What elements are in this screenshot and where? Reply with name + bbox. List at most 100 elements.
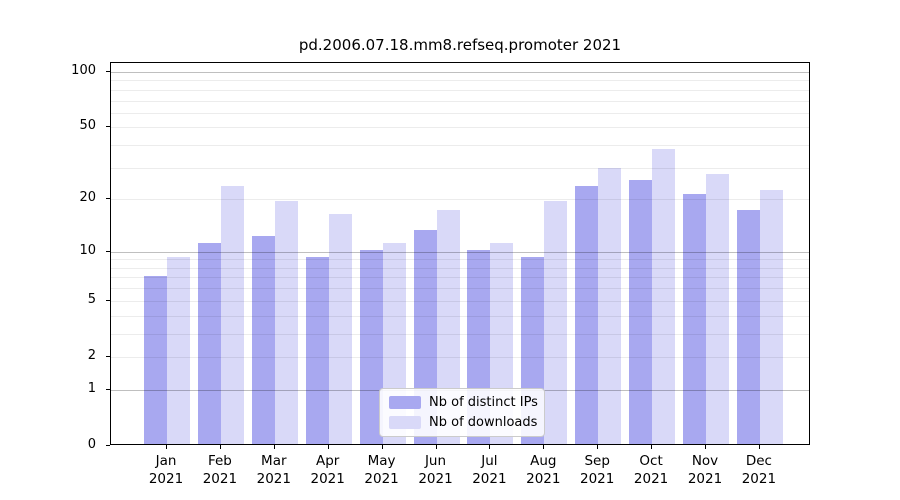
x-tick-month: Jan bbox=[155, 453, 177, 469]
legend-label: Nb of downloads bbox=[429, 414, 538, 430]
x-tick-month: Nov bbox=[691, 453, 719, 469]
gridline-minor bbox=[111, 300, 809, 302]
y-tick-mark bbox=[106, 355, 110, 357]
x-tick-label: Jan 2021 bbox=[136, 452, 196, 488]
x-tick-label: Mar 2021 bbox=[244, 452, 304, 488]
y-tick-mark bbox=[106, 445, 110, 446]
x-tick-label: Dec 2021 bbox=[729, 452, 789, 488]
bar-downloads-sep bbox=[598, 168, 622, 444]
y-tick-label: 5 bbox=[87, 291, 96, 307]
x-tick-label: Feb 2021 bbox=[190, 452, 250, 488]
x-tick-label: Jul 2021 bbox=[459, 452, 519, 488]
bar-ips-feb bbox=[197, 242, 221, 444]
y-tick-mark bbox=[106, 198, 110, 200]
x-tick-label: Apr 2021 bbox=[298, 452, 358, 488]
gridline-major bbox=[111, 251, 809, 253]
x-tick-month: Aug bbox=[530, 453, 557, 469]
bar-downloads-apr bbox=[328, 214, 352, 444]
bar-ips-dec bbox=[736, 209, 760, 444]
x-tick-mark bbox=[651, 445, 653, 449]
bar-downloads-aug bbox=[544, 201, 568, 444]
x-tick-mark bbox=[435, 445, 437, 449]
gridline-minor bbox=[111, 267, 809, 269]
x-tick-label: Oct 2021 bbox=[621, 452, 681, 488]
x-tick-label: Aug 2021 bbox=[513, 452, 573, 488]
x-tick-month: Jul bbox=[481, 453, 498, 469]
legend-swatch bbox=[389, 416, 421, 429]
x-tick-month: Dec bbox=[745, 453, 772, 469]
x-tick-mark bbox=[273, 445, 275, 449]
gridline-minor bbox=[111, 80, 809, 82]
gridlines-layer bbox=[111, 63, 809, 444]
x-tick-year: 2021 bbox=[148, 471, 184, 487]
x-tick-month: Feb bbox=[207, 453, 232, 469]
x-tick-year: 2021 bbox=[418, 471, 453, 487]
bar-downloads-nov bbox=[706, 173, 729, 444]
bar-ips-oct bbox=[629, 179, 653, 444]
x-tick-label: Nov 2021 bbox=[675, 452, 735, 488]
y-tick-mark bbox=[106, 71, 110, 72]
gridline-minor bbox=[111, 167, 809, 169]
x-tick-label: Sep 2021 bbox=[567, 452, 627, 488]
x-tick-label: May 2021 bbox=[352, 452, 412, 488]
bar-ips-may bbox=[359, 249, 383, 444]
y-tick-mark bbox=[106, 126, 110, 128]
bar-ips-sep bbox=[575, 186, 599, 444]
x-tick-year: 2021 bbox=[310, 471, 345, 487]
legend-label: Nb of distinct IPs bbox=[429, 394, 538, 410]
x-tick-mark bbox=[219, 445, 221, 449]
bar-downloads-feb bbox=[220, 186, 244, 444]
gridline-minor bbox=[111, 112, 809, 114]
gridline-minor bbox=[111, 315, 809, 317]
legend: Nb of distinct IPs Nb of downloads bbox=[379, 388, 545, 437]
gridline-minor bbox=[111, 333, 809, 335]
bar-ips-mar bbox=[251, 236, 275, 444]
y-tick-label: 100 bbox=[71, 63, 96, 78]
x-tick-month: May bbox=[367, 453, 396, 469]
x-tick-mark bbox=[758, 445, 760, 449]
bars-layer bbox=[111, 63, 809, 444]
y-tick-label: 50 bbox=[79, 118, 96, 134]
bar-downloads-mar bbox=[274, 201, 298, 444]
gridline-minor bbox=[111, 356, 809, 358]
x-tick-year: 2021 bbox=[741, 471, 777, 487]
bar-downloads-dec bbox=[759, 189, 783, 444]
gridline-minor bbox=[111, 127, 809, 129]
y-tick-mark bbox=[106, 388, 110, 390]
x-tick-month: Sep bbox=[584, 453, 610, 469]
x-tick-month: Jun bbox=[424, 453, 447, 469]
bar-downloads-jun bbox=[436, 209, 460, 444]
gridline-major bbox=[111, 72, 809, 73]
x-tick-year: 2021 bbox=[364, 471, 399, 487]
x-tick-year: 2021 bbox=[633, 471, 669, 487]
chart-title: pd.2006.07.18.mm8.refseq.promoter 2021 bbox=[298, 36, 622, 54]
x-tick-year: 2021 bbox=[472, 471, 507, 487]
bar-ips-nov bbox=[683, 193, 706, 444]
gridline-minor bbox=[111, 145, 809, 147]
bar-downloads-jan bbox=[167, 257, 190, 444]
bar-ips-jan bbox=[144, 275, 167, 444]
legend-swatch bbox=[389, 396, 421, 409]
x-tick-year: 2021 bbox=[526, 471, 561, 487]
plot-area bbox=[110, 62, 810, 445]
x-tick-mark bbox=[705, 445, 706, 449]
gridline-minor bbox=[111, 277, 809, 279]
legend-entry: Nb of distinct IPs bbox=[389, 394, 538, 411]
y-tick-label: 10 bbox=[79, 242, 96, 258]
x-tick-mark bbox=[381, 445, 383, 449]
x-tick-year: 2021 bbox=[580, 471, 615, 487]
x-tick-mark bbox=[597, 445, 599, 449]
x-tick-mark bbox=[327, 445, 329, 449]
gridline-minor bbox=[111, 89, 809, 91]
x-tick-mark bbox=[489, 445, 491, 449]
x-tick-label: Jun 2021 bbox=[406, 452, 466, 488]
x-tick-mark bbox=[166, 445, 167, 449]
gridline-minor bbox=[111, 259, 809, 261]
bar-ips-apr bbox=[305, 257, 329, 444]
y-tick-label: 20 bbox=[79, 190, 96, 206]
gridline-minor bbox=[111, 199, 809, 201]
bar-downloads-oct bbox=[652, 149, 676, 444]
y-tick-mark bbox=[106, 250, 110, 252]
x-tick-month: Mar bbox=[261, 453, 287, 469]
